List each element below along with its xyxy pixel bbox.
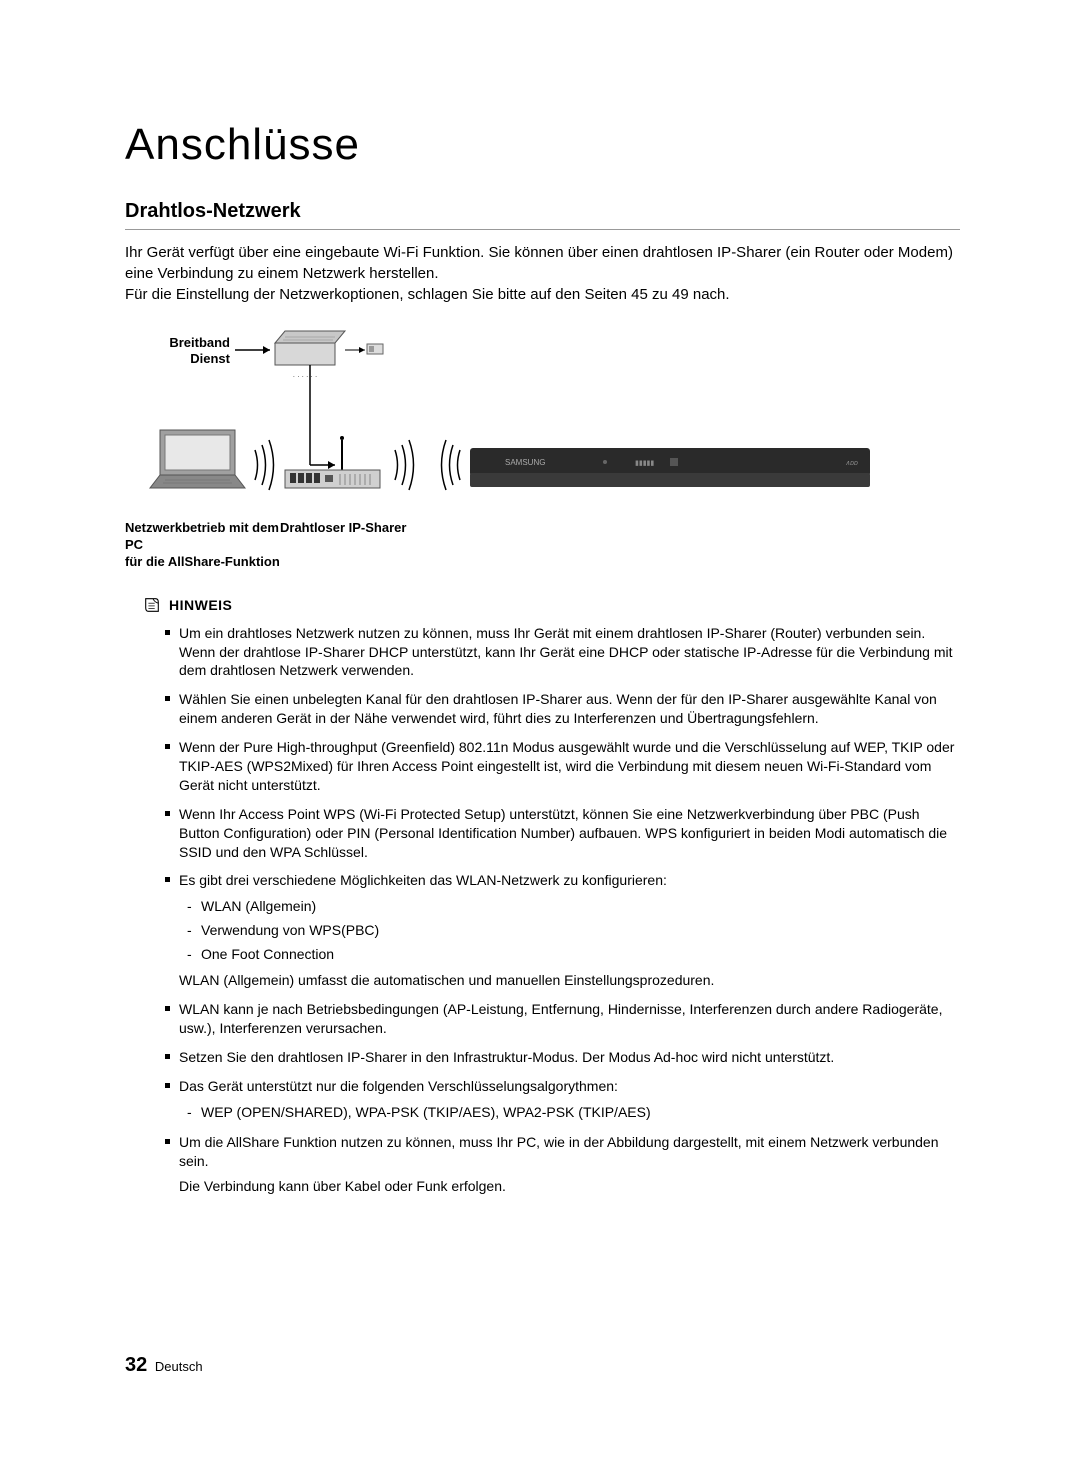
note-subitem: WLAN (Allgemein) [187,896,960,917]
page-title: Anschlüsse [125,120,960,170]
note-subitem: Verwendung von WPS(PBC) [187,920,960,941]
note-extra: WLAN (Allgemein) umfasst die automatisch… [179,971,960,990]
note-text: Wählen Sie einen unbelegten Kanal für de… [179,691,937,726]
hinweis-heading: HINWEIS [143,596,960,614]
note-text: WLAN kann je nach Betriebsbedingungen (A… [179,1001,942,1036]
intro-line-1: Ihr Gerät verfügt über eine eingebaute W… [125,242,960,284]
note-text: Das Gerät unterstützt nur die folgenden … [179,1078,618,1094]
diagram-label-router: Drahtloser IP-Sharer [280,520,440,571]
svg-text:∧ᴅᴅ: ∧ᴅᴅ [845,460,858,467]
note-item: Wählen Sie einen unbelegten Kanal für de… [165,690,960,728]
note-item: Das Gerät unterstützt nur die folgenden … [165,1077,960,1123]
page-number: 32 [125,1354,147,1376]
page-language: Deutsch [155,1359,203,1374]
note-item: Setzen Sie den drahtlosen IP-Sharer in d… [165,1048,960,1067]
note-item: Um die AllShare Funktion nutzen zu könne… [165,1133,960,1196]
note-text: Wenn der Pure High-throughput (Greenfiel… [179,739,954,793]
note-item: Es gibt drei verschiedene Möglichkeiten … [165,871,960,990]
intro-text: Ihr Gerät verfügt über eine eingebaute W… [125,242,960,305]
section-heading: Drahtlos-Netzwerk [125,200,960,230]
note-item: Wenn Ihr Access Point WPS (Wi-Fi Protect… [165,805,960,862]
note-text: Um ein drahtloses Netzwerk nutzen zu kön… [179,625,953,679]
svg-text:Breitband: Breitband [169,335,230,350]
notes-list: Um ein drahtloses Netzwerk nutzen zu kön… [165,624,960,1196]
note-subitem: WEP (OPEN/SHARED), WPA-PSK (TKIP/AES), W… [187,1102,960,1123]
note-text: Setzen Sie den drahtlosen IP-Sharer in d… [179,1049,834,1065]
note-item: WLAN kann je nach Betriebsbedingungen (A… [165,1000,960,1038]
diagram-labels: Netzwerkbetrieb mit dem PC für die AllSh… [125,520,960,571]
note-subitem: One Foot Connection [187,944,960,965]
note-text: Um die AllShare Funktion nutzen zu könne… [179,1134,939,1169]
diagram-label-pc: Netzwerkbetrieb mit dem PC für die AllSh… [125,520,280,571]
note-sublist: WEP (OPEN/SHARED), WPA-PSK (TKIP/AES), W… [187,1102,960,1123]
note-extra: Die Verbindung kann über Kabel oder Funk… [179,1177,960,1196]
svg-text:▮▮▮▮▮: ▮▮▮▮▮ [635,460,654,467]
intro-line-2: Für die Einstellung der Netzwerkoptionen… [125,284,960,305]
svg-text:SAMSUNG: SAMSUNG [505,458,545,467]
svg-text:. . . . . .: . . . . . . [293,370,317,379]
note-text: Es gibt drei verschiedene Möglichkeiten … [179,872,667,888]
note-sublist: WLAN (Allgemein) Verwendung von WPS(PBC) O… [187,896,960,965]
hinweis-label: HINWEIS [169,597,232,613]
network-diagram: Breitband Dienst . . . . . . [125,325,960,505]
note-text: Wenn Ihr Access Point WPS (Wi-Fi Protect… [179,806,947,860]
svg-text:Dienst: Dienst [190,351,230,366]
note-item: Um ein drahtloses Netzwerk nutzen zu kön… [165,624,960,681]
page-footer: 32 Deutsch [125,1354,203,1377]
note-icon [143,596,161,614]
note-item: Wenn der Pure High-throughput (Greenfiel… [165,738,960,795]
